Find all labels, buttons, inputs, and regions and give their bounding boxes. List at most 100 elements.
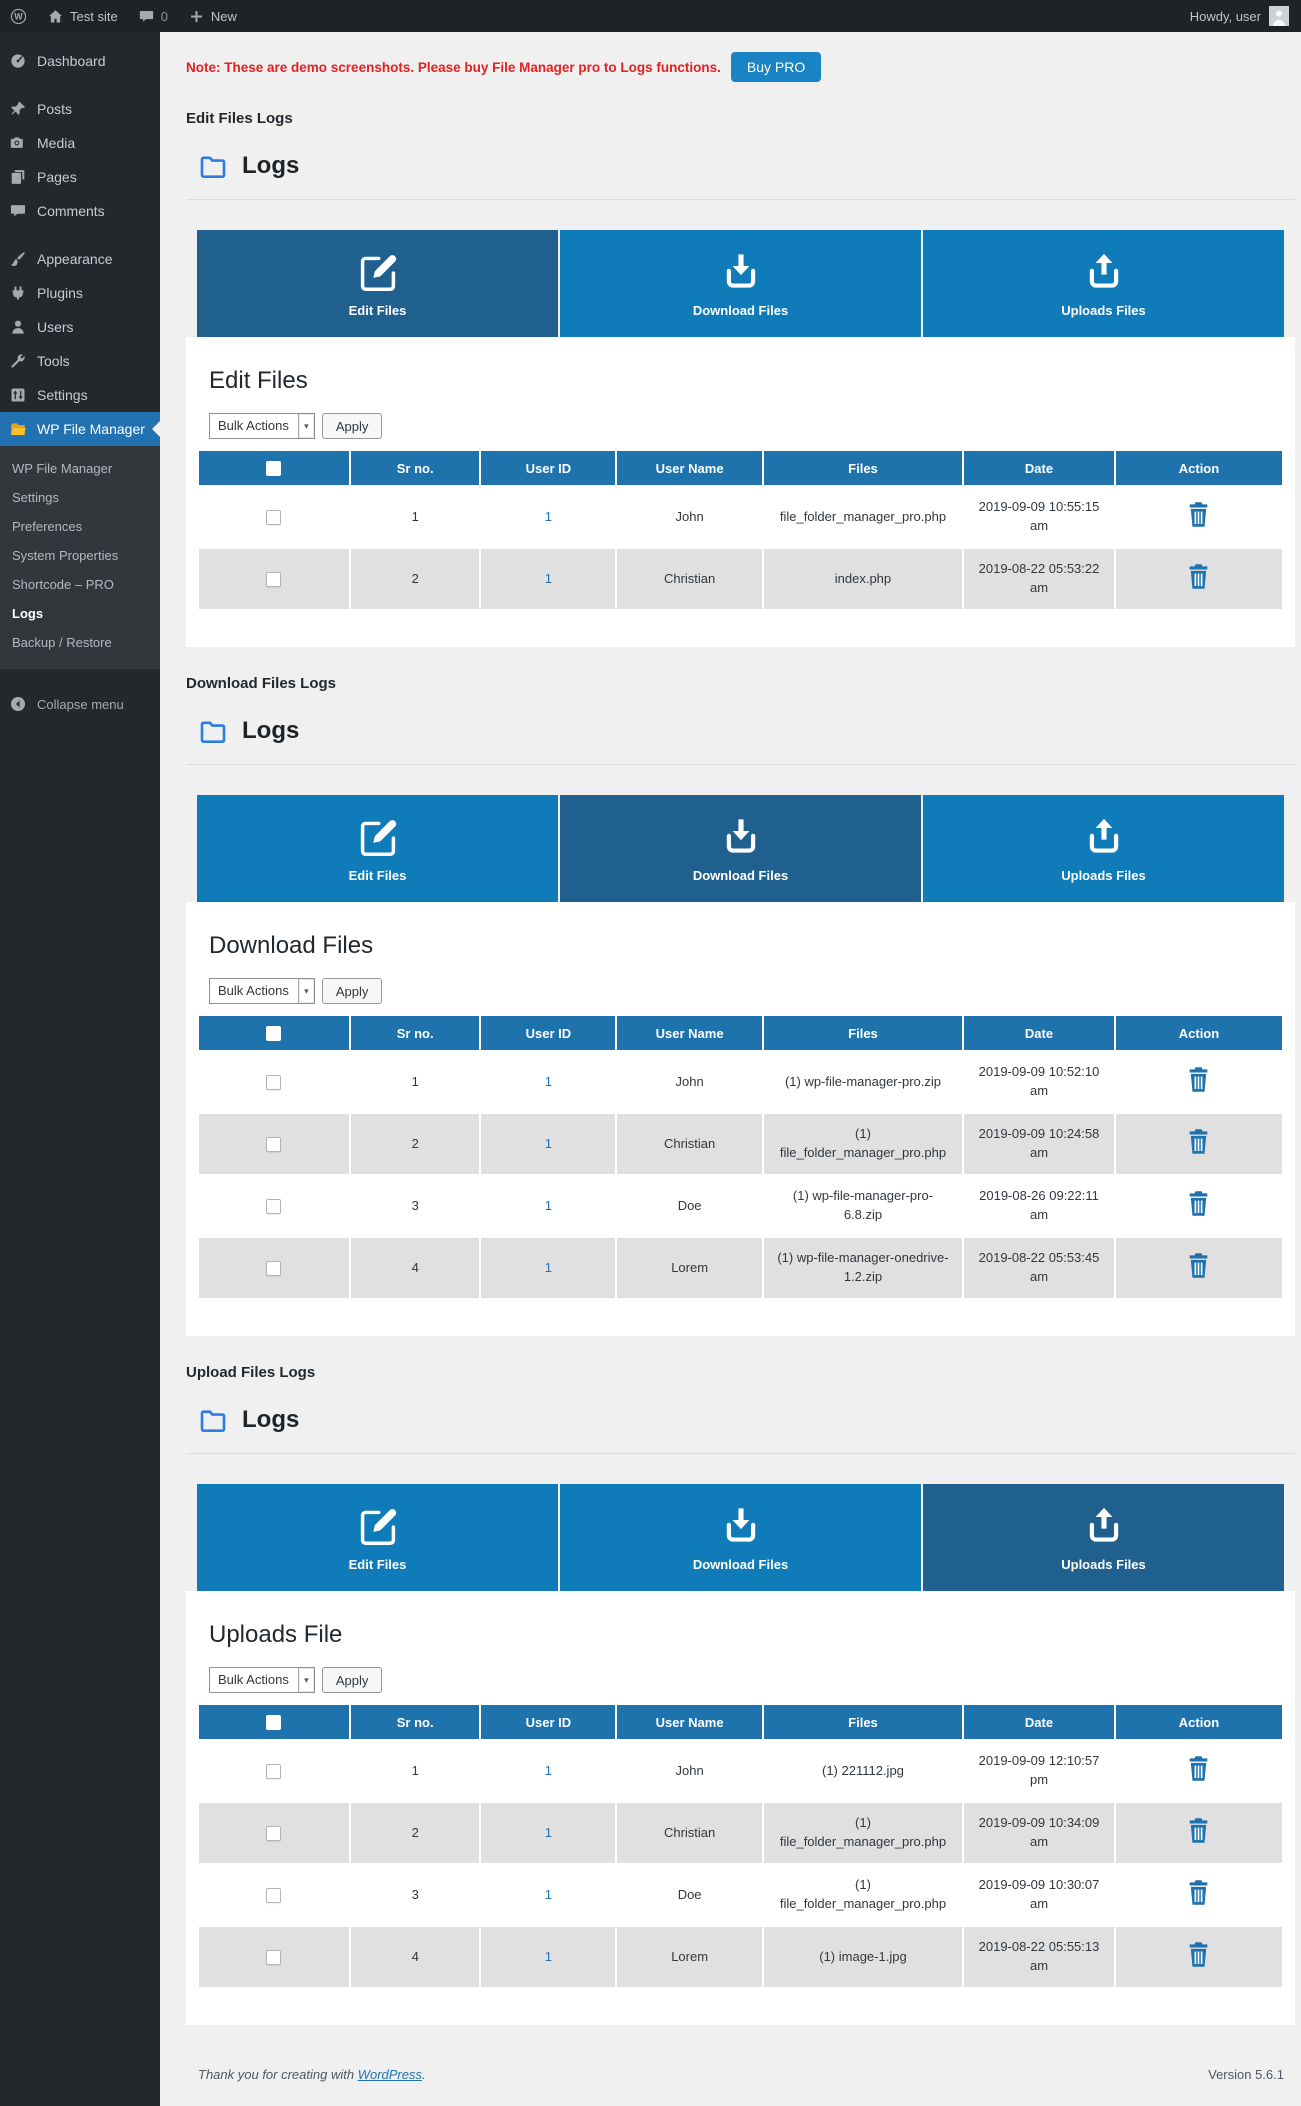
tab-download-files[interactable]: Download Files bbox=[560, 795, 921, 903]
submenu-item-logs[interactable]: Logs bbox=[12, 606, 44, 621]
edit-icon bbox=[356, 1504, 400, 1548]
delete-log-button[interactable] bbox=[1187, 1817, 1210, 1844]
user-name-cell: Lorem bbox=[617, 1927, 762, 1988]
user-id-link[interactable]: 1 bbox=[544, 1948, 552, 1964]
select-all-checkbox[interactable] bbox=[266, 1026, 282, 1042]
user-avatar[interactable] bbox=[1269, 6, 1289, 26]
download-icon bbox=[719, 1504, 763, 1548]
sidebar-item-plugins[interactable]: Plugins bbox=[0, 276, 160, 310]
submenu-item-settings[interactable]: Settings bbox=[12, 490, 59, 505]
dashboard-icon bbox=[9, 52, 27, 70]
checkbox-cell bbox=[199, 1176, 349, 1237]
select-all-checkbox[interactable] bbox=[266, 1715, 282, 1731]
user-id-link[interactable]: 1 bbox=[544, 1762, 552, 1778]
sidebar-item-appearance[interactable]: Appearance bbox=[0, 242, 160, 276]
sidebar-item-posts[interactable]: Posts bbox=[0, 92, 160, 126]
tab-edit-files[interactable]: Edit Files bbox=[197, 795, 558, 903]
apply-button[interactable]: Apply bbox=[321, 978, 383, 1005]
tab-uploads-files[interactable]: Uploads Files bbox=[923, 795, 1284, 903]
sidebar-item-settings[interactable]: Settings bbox=[0, 378, 160, 412]
sidebar-item-users[interactable]: Users bbox=[0, 310, 160, 344]
row-checkbox[interactable] bbox=[266, 571, 282, 587]
sidebar-item-dashboard[interactable]: Dashboard bbox=[0, 44, 160, 78]
bulk-actions-select[interactable]: Bulk Actions ▾ bbox=[209, 1667, 315, 1694]
wordpress-link[interactable]: WordPress bbox=[357, 2067, 422, 2083]
apply-button[interactable]: Apply bbox=[321, 413, 383, 439]
tab-edit-files[interactable]: Edit Files bbox=[197, 1484, 558, 1592]
row-checkbox[interactable] bbox=[266, 1887, 282, 1903]
delete-log-button[interactable] bbox=[1187, 563, 1210, 590]
tab-uploads-files[interactable]: Uploads Files bbox=[923, 1484, 1284, 1592]
user-id-link[interactable]: 1 bbox=[544, 1197, 552, 1213]
table-header-row: Sr no. User ID User Name Files Date Action bbox=[199, 1016, 1282, 1051]
user-id-link[interactable]: 1 bbox=[544, 1886, 552, 1902]
delete-log-button[interactable] bbox=[1187, 1128, 1210, 1155]
row-checkbox[interactable] bbox=[266, 1198, 282, 1214]
site-name-link[interactable]: Test site bbox=[47, 8, 118, 25]
user-name-cell: Doe bbox=[617, 1176, 762, 1237]
row-checkbox[interactable] bbox=[266, 1825, 282, 1841]
submenu-item-preferences[interactable]: Preferences bbox=[12, 519, 83, 534]
user-id-link[interactable]: 1 bbox=[544, 1135, 552, 1151]
delete-log-button[interactable] bbox=[1187, 1252, 1210, 1279]
bulk-actions-select[interactable]: Bulk Actions ▾ bbox=[209, 413, 315, 439]
tab-edit-files[interactable]: Edit Files bbox=[197, 230, 558, 337]
tab-download-files[interactable]: Download Files bbox=[560, 230, 921, 337]
user-id-cell: 1 bbox=[481, 1052, 616, 1113]
delete-log-button[interactable] bbox=[1187, 1755, 1210, 1782]
user-id-link[interactable]: 1 bbox=[544, 1073, 552, 1089]
user-id-link[interactable]: 1 bbox=[544, 570, 552, 586]
column-header-user-id: User ID bbox=[481, 451, 616, 486]
tab-download-files[interactable]: Download Files bbox=[560, 1484, 921, 1592]
date-cell: 2019-08-22 05:53:22 am bbox=[964, 549, 1114, 610]
sidebar-item-pages[interactable]: Pages bbox=[0, 160, 160, 194]
upload-icon bbox=[1082, 815, 1126, 859]
user-id-link[interactable]: 1 bbox=[544, 1824, 552, 1840]
sidebar-item-comments[interactable]: Comments bbox=[0, 194, 160, 228]
select-all-checkbox[interactable] bbox=[266, 461, 282, 477]
row-checkbox[interactable] bbox=[266, 1949, 282, 1965]
delete-log-button[interactable] bbox=[1187, 1879, 1210, 1906]
user-id-link[interactable]: 1 bbox=[544, 1259, 552, 1275]
section-heading: Edit Files Logs bbox=[186, 110, 293, 127]
sr-no-cell: 2 bbox=[350, 1114, 480, 1175]
column-header-files: Files bbox=[763, 1016, 963, 1051]
sidebar-item-wp-file-manager[interactable]: WP File Manager bbox=[0, 412, 160, 446]
buy-pro-button[interactable]: Buy PRO bbox=[730, 52, 822, 82]
row-checkbox[interactable] bbox=[266, 1260, 282, 1276]
bulk-actions-select[interactable]: Bulk Actions ▾ bbox=[209, 978, 315, 1005]
apply-button[interactable]: Apply bbox=[321, 1667, 383, 1694]
comments-bubble-link[interactable]: 0 bbox=[138, 8, 168, 25]
submenu-item-backup-restore[interactable]: Backup / Restore bbox=[12, 635, 112, 650]
row-checkbox[interactable] bbox=[266, 1136, 282, 1152]
wordpress-logo-menu[interactable]: W bbox=[10, 8, 27, 25]
sidebar-item-media[interactable]: Media bbox=[0, 126, 160, 160]
checkbox-cell bbox=[199, 1238, 349, 1299]
user-id-cell: 1 bbox=[481, 1114, 616, 1175]
user-id-link[interactable]: 1 bbox=[544, 508, 552, 524]
logs-panel: Download Files Bulk Actions ▾ Apply Sr n… bbox=[186, 902, 1295, 1337]
collapse-menu-button[interactable]: Collapse menu bbox=[0, 687, 160, 721]
upload-icon bbox=[1082, 250, 1126, 294]
submenu-item-shortcode-pro[interactable]: Shortcode – PRO bbox=[12, 577, 114, 592]
upload-icon bbox=[1082, 1504, 1126, 1548]
log-section: Download Files Logs Logs Edit Files Downl… bbox=[186, 675, 1295, 1337]
submenu-item-wp-file-manager[interactable]: WP File Manager bbox=[12, 461, 113, 476]
howdy-user-link[interactable]: Howdy, user bbox=[1190, 9, 1261, 24]
user-name-cell: John bbox=[617, 1052, 762, 1113]
delete-log-button[interactable] bbox=[1187, 1190, 1210, 1217]
delete-log-button[interactable] bbox=[1187, 501, 1210, 528]
delete-log-button[interactable] bbox=[1187, 1066, 1210, 1093]
submenu-item-system-properties[interactable]: System Properties bbox=[12, 548, 119, 563]
new-content-link[interactable]: New bbox=[188, 8, 237, 25]
tab-label: Uploads Files bbox=[1061, 1556, 1146, 1572]
row-checkbox[interactable] bbox=[266, 1763, 282, 1779]
sr-no-cell: 2 bbox=[350, 1803, 480, 1864]
checkbox-cell bbox=[199, 549, 349, 610]
table-header-row: Sr no. User ID User Name Files Date Action bbox=[199, 1705, 1282, 1740]
delete-log-button[interactable] bbox=[1187, 1941, 1210, 1968]
row-checkbox[interactable] bbox=[266, 509, 282, 525]
row-checkbox[interactable] bbox=[266, 1074, 282, 1090]
sidebar-item-tools[interactable]: Tools bbox=[0, 344, 160, 378]
tab-uploads-files[interactable]: Uploads Files bbox=[923, 230, 1284, 337]
